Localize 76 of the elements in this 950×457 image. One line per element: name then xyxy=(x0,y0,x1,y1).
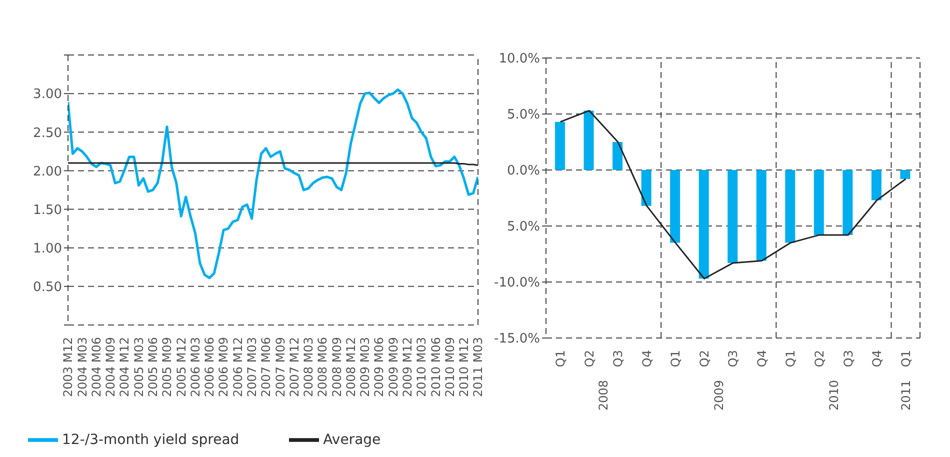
x-tick-label: 2004 M12 xyxy=(118,337,132,397)
line-series xyxy=(560,110,906,280)
y-tick-label: 1.50 xyxy=(33,202,62,218)
bar xyxy=(900,170,910,179)
bar xyxy=(728,170,738,263)
x-tick-label: 2007 M06 xyxy=(259,337,274,397)
x-tick-label: 2007 M12 xyxy=(287,337,302,397)
x-tick-label: 2008 M03 xyxy=(302,337,316,397)
text: 2011 xyxy=(898,380,913,411)
bar xyxy=(641,170,652,206)
x-tick-label: 2005 M06 xyxy=(146,337,160,397)
x-tick-label: 2009 M09 xyxy=(386,337,400,397)
y-tick-label: 5.0% xyxy=(506,220,540,235)
y-tick-label: 1.00 xyxy=(33,241,62,256)
x-tick-label: Q1 xyxy=(784,350,798,368)
bar xyxy=(612,142,623,170)
x-tick-label: Q4 xyxy=(754,350,769,368)
x-tick-label: Q3 xyxy=(726,350,740,368)
x-tick-label: 2008 M12 xyxy=(344,337,358,397)
x-tick-label: 2003 M12 xyxy=(61,337,76,397)
x-tick-label: Q1 xyxy=(554,350,568,368)
y-tick-label: 0.50 xyxy=(33,280,62,296)
x-tick-label: 2006 M06 xyxy=(202,337,217,397)
x-tick-label: Q1 xyxy=(898,350,913,368)
x-tick-label: Q2 xyxy=(582,350,596,368)
bar xyxy=(555,122,565,170)
y-tick-label: 10.0% xyxy=(498,52,540,67)
x-tick-label: Q1 xyxy=(668,350,683,368)
x-tick-label: Q4 xyxy=(640,350,654,368)
legend-label: 12-/3-month yield spread xyxy=(62,432,240,448)
x-tick-label: 2010 M03 xyxy=(414,337,429,397)
bar xyxy=(814,170,824,235)
x-tick-label: Q3 xyxy=(841,350,856,368)
y-tick-label: 5.0% xyxy=(506,108,540,123)
x-tick-label: 2006 M03 xyxy=(188,337,202,397)
x-tick-label: 2009 M03 xyxy=(358,337,372,397)
x-tick-label: 2010 M09 xyxy=(442,337,457,397)
y-tick-label: 2.50 xyxy=(33,126,62,141)
bar xyxy=(584,110,594,170)
x-tick-label: 2009 M12 xyxy=(400,337,415,397)
x-tick-label: 2006 M09 xyxy=(216,337,231,397)
x-tick-label: 2011 M03 xyxy=(471,337,486,397)
y-tick-label: 2.00 xyxy=(33,164,62,180)
x-tick-label: 2005 M03 xyxy=(132,337,146,397)
x-tick-label: 2010 M12 xyxy=(457,337,472,397)
bar xyxy=(785,170,796,243)
y-tick-label: 0.0% xyxy=(506,164,540,179)
y-tick-label: -15.0% xyxy=(494,332,540,347)
x-tick-label: Q2 xyxy=(812,350,827,368)
x-tick-label: 2004 M09 xyxy=(104,337,118,397)
line-series xyxy=(68,88,478,280)
y-tick-label: 3.00 xyxy=(33,87,62,102)
x-tick-label: 2008 M09 xyxy=(330,337,344,397)
bar xyxy=(756,170,766,261)
x-tick-label: 2007 M09 xyxy=(273,337,288,397)
x-tick-label: 2008 M06 xyxy=(316,337,330,397)
text: 2008 xyxy=(596,380,611,411)
x-tick-label: 2004 M06 xyxy=(89,337,104,397)
text: 2009 xyxy=(712,380,726,411)
x-tick-label: 2004 M03 xyxy=(75,337,90,397)
x-tick-label: 2005 M12 xyxy=(174,337,188,397)
y-tick-label: -10.0% xyxy=(494,276,540,291)
x-tick-label: 2006 M12 xyxy=(230,337,245,397)
bar xyxy=(670,170,680,243)
x-tick-label: Q2 xyxy=(697,350,712,368)
x-tick-label: Q3 xyxy=(611,350,626,368)
bar xyxy=(698,170,709,279)
x-tick-label: 2009 M06 xyxy=(372,337,386,397)
bar xyxy=(871,170,882,200)
x-tick-label: Q4 xyxy=(870,350,884,368)
x-tick-label: 2010 M06 xyxy=(428,337,443,397)
x-tick-label: 2007 M03 xyxy=(244,337,259,397)
legend-label: Average xyxy=(323,432,381,448)
bar xyxy=(842,170,853,235)
text: 2010 xyxy=(826,380,841,411)
x-tick-label: 2005 M09 xyxy=(160,337,174,397)
